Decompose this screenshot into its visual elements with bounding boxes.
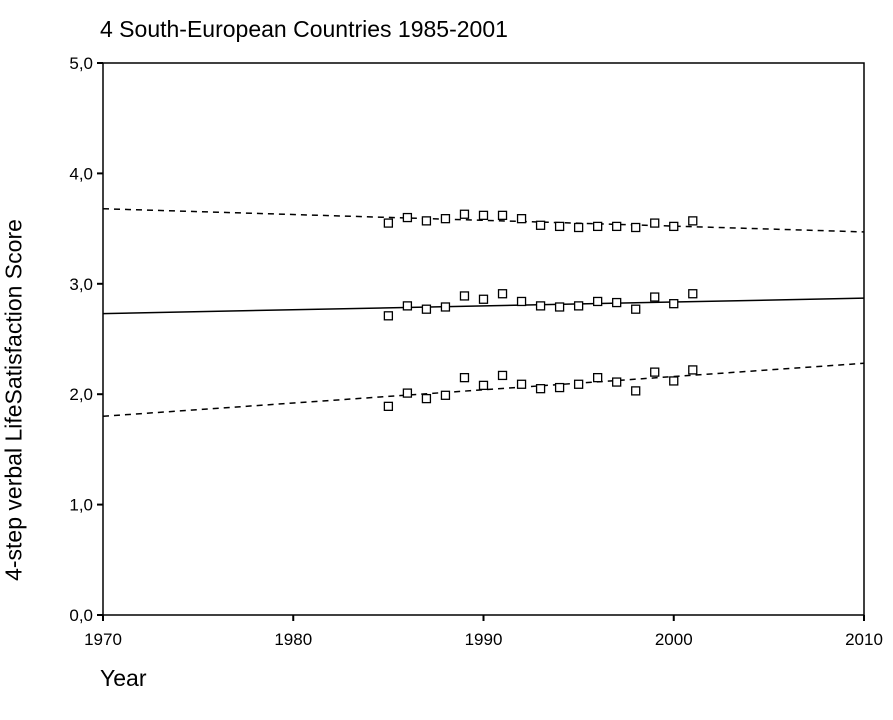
data-point-lower [440, 390, 451, 400]
data-point-upper [669, 221, 679, 232]
data-point-upper [459, 209, 470, 219]
data-point-middle [593, 296, 603, 307]
data-point-lower [402, 388, 413, 398]
x-tick-label: 2000 [655, 630, 693, 649]
data-point-middle [669, 299, 679, 309]
data-point-upper [688, 216, 698, 226]
data-point-upper [383, 218, 394, 228]
data-point-middle [535, 301, 546, 311]
y-tick-label: 2,0 [69, 385, 93, 404]
solid-fit-line [102, 297, 865, 315]
data-point-lower [612, 377, 622, 387]
data-point-lower [535, 384, 546, 394]
data-point-upper [478, 210, 489, 221]
data-point-upper [554, 221, 565, 232]
y-tick-label: 1,0 [69, 496, 93, 515]
data-point-upper [421, 216, 432, 226]
data-point-upper [535, 220, 546, 230]
chart-title: 4 South-European Countries 1985-2001 [100, 16, 508, 42]
data-point-middle [650, 292, 660, 302]
data-point-upper [497, 210, 508, 221]
data-point-lower [478, 380, 489, 391]
data-point-upper [573, 222, 584, 233]
data-point-upper [440, 214, 451, 224]
data-point-middle [516, 296, 527, 307]
data-point-lower [631, 386, 641, 396]
data-point-middle [459, 291, 470, 301]
y-tick-label: 0,0 [69, 606, 93, 625]
data-point-lower [669, 376, 679, 386]
data-point-lower [593, 372, 603, 383]
data-point-lower [383, 401, 394, 411]
data-point-lower [497, 370, 508, 381]
data-point-middle [402, 301, 413, 311]
data-point-middle [573, 301, 584, 311]
data-point-middle [421, 304, 432, 314]
y-tick-label: 5,0 [69, 54, 93, 73]
data-point-middle [478, 294, 489, 304]
data-point-lower [573, 379, 584, 389]
x-tick-label: 2010 [845, 630, 883, 649]
y-tick-label: 3,0 [69, 275, 93, 294]
data-point-upper [612, 221, 622, 232]
data-point-lower [421, 393, 432, 404]
x-tick-label: 1990 [465, 630, 503, 649]
data-point-middle [612, 297, 622, 308]
data-point-middle [688, 289, 698, 299]
data-point-upper [593, 221, 603, 232]
data-point-middle [497, 289, 508, 299]
data-point-lower [554, 382, 565, 393]
data-point-middle [440, 302, 451, 312]
x-tick-label: 1980 [274, 630, 312, 649]
data-point-upper [631, 222, 641, 233]
data-point-middle [631, 304, 641, 314]
data-point-upper [516, 214, 527, 224]
data-point-lower [516, 379, 527, 389]
data-point-middle [554, 302, 565, 312]
data-point-lower [650, 367, 660, 377]
x-axis-label: Year [100, 665, 147, 691]
dashed-fit-line [102, 207, 865, 233]
data-point-lower [459, 372, 470, 383]
y-tick-label: 4,0 [69, 164, 93, 183]
data-point-lower [688, 365, 698, 375]
data-point-upper [402, 212, 413, 223]
data-point-middle [383, 311, 394, 321]
plot-frame [102, 62, 865, 616]
data-point-upper [650, 218, 660, 228]
x-tick-label: 1970 [84, 630, 122, 649]
